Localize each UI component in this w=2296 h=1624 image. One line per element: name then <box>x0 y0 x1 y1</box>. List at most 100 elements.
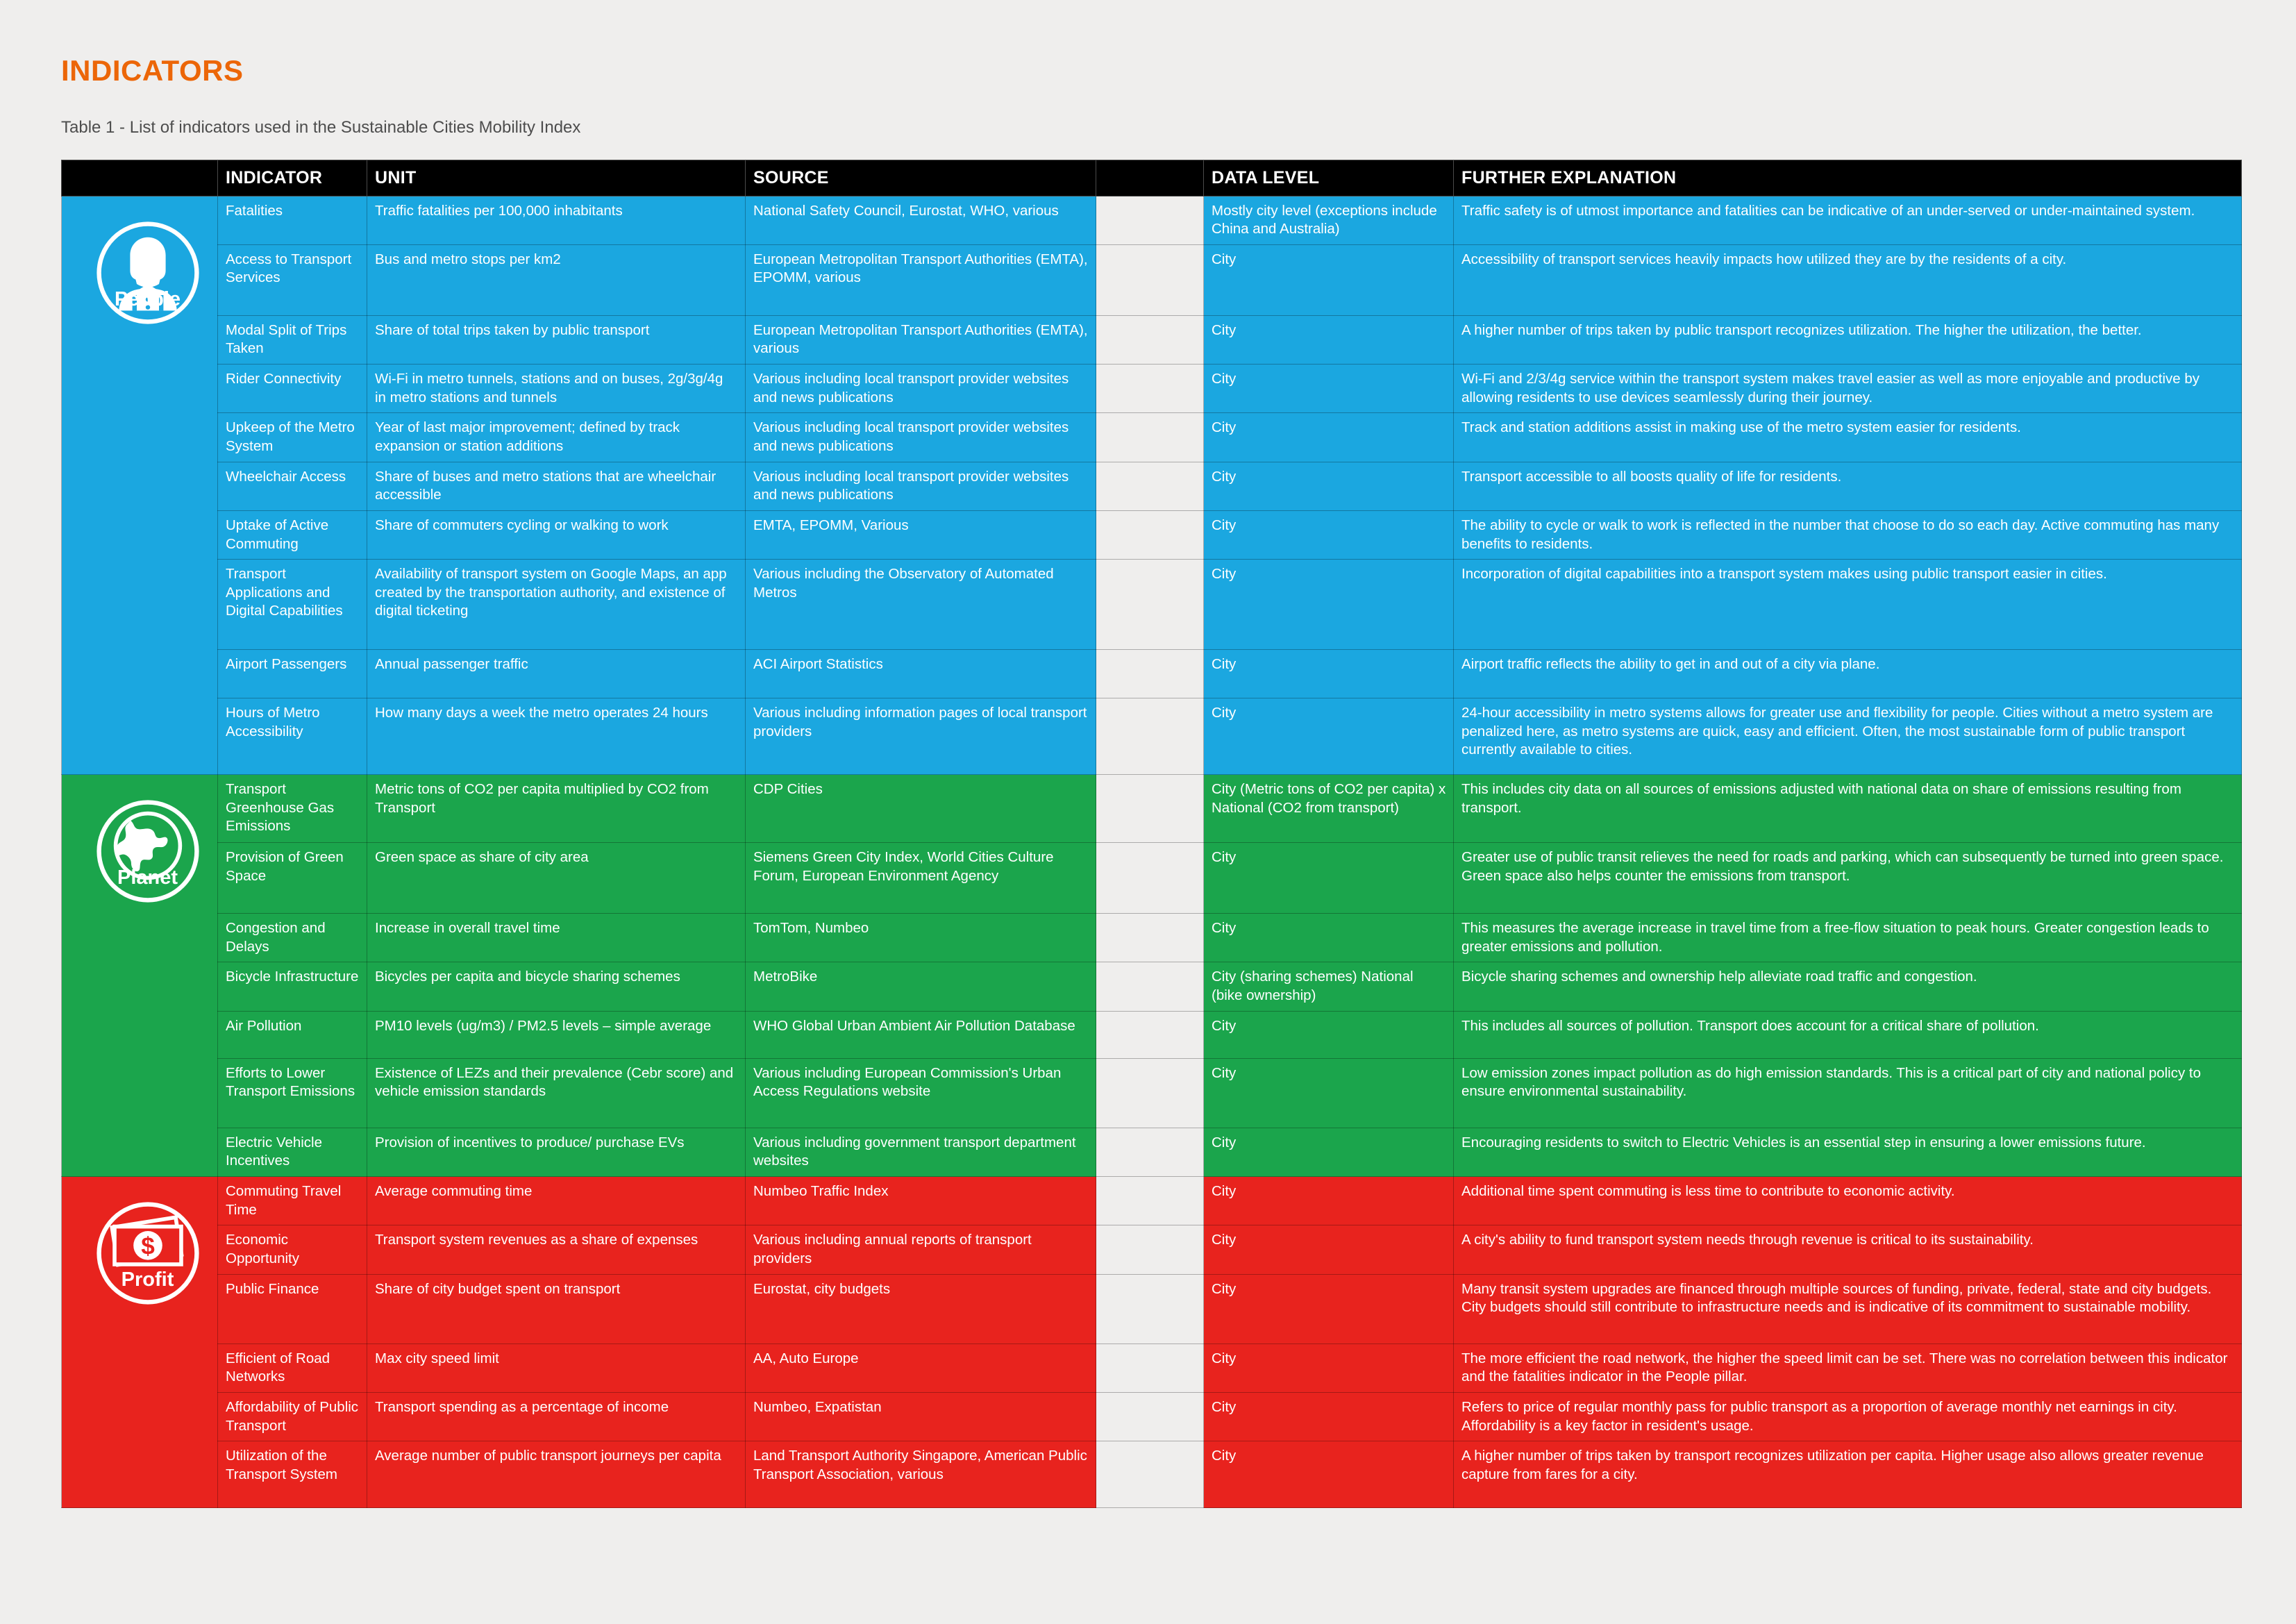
money-icon: $ <box>92 1198 203 1309</box>
pillar-badge-planet: Planet <box>69 780 226 907</box>
blank-cell <box>1096 649 1204 699</box>
explanation-cell: A higher number of trips taken by public… <box>1453 315 2242 365</box>
source-cell: CDP Cities <box>745 774 1096 844</box>
pillar-label: People <box>114 287 181 310</box>
header-unit: UNIT <box>367 160 746 196</box>
explanation-cell: Encouraging residents to switch to Elect… <box>1453 1127 2242 1178</box>
header-data-level: DATA LEVEL <box>1203 160 1454 196</box>
blank-cell <box>1096 559 1204 651</box>
indicator-cell: Utilization of the Transport System <box>217 1441 367 1509</box>
table-row: Public Finance Share of city budget spent… <box>62 1273 2242 1344</box>
globe-icon <box>92 796 203 907</box>
indicator-cell: Bicycle Infrastructure <box>217 962 367 1012</box>
data-level-cell: City (sharing schemes) National (bike ow… <box>1203 962 1454 1012</box>
explanation-cell: A higher number of trips taken by transp… <box>1453 1441 2242 1509</box>
data-level-cell: City <box>1203 842 1454 914</box>
table-row: Rider Connectivity Wi-Fi in metro tunnels… <box>62 364 2242 414</box>
data-level-cell: Mostly city level (exceptions include Ch… <box>1203 195 1454 245</box>
data-level-cell: City <box>1203 913 1454 963</box>
data-level-cell: City <box>1203 1391 1454 1442</box>
indicator-cell: Fatalities <box>217 195 367 245</box>
indicator-cell: Public Finance <box>217 1273 367 1344</box>
source-cell: Various including local transport provid… <box>745 364 1096 414</box>
data-level-cell: City <box>1203 412 1454 462</box>
unit-cell: Existence of LEZs and their prevalence (… <box>367 1057 746 1128</box>
data-level-cell: City <box>1203 649 1454 699</box>
pillar-label: Profit <box>121 1269 174 1291</box>
explanation-cell: This includes city data on all sources o… <box>1453 774 2242 844</box>
page-title: INDICATORS <box>61 54 244 87</box>
indicator-cell: Air Pollution <box>217 1010 367 1059</box>
table-row: Transport Applications and Digital Capab… <box>62 559 2242 651</box>
pillar-cell-planet: Planet <box>61 774 218 1178</box>
unit-cell: Share of commuters cycling or walking to… <box>367 510 746 560</box>
unit-cell: Annual passenger traffic <box>367 649 746 699</box>
header-indicator: INDICATOR <box>217 160 367 196</box>
source-cell: MetroBike <box>745 962 1096 1012</box>
data-level-cell: City <box>1203 461 1454 511</box>
source-cell: Various including annual reports of tran… <box>745 1225 1096 1275</box>
explanation-cell: Bicycle sharing schemes and ownership he… <box>1453 962 2242 1012</box>
data-level-cell: City <box>1203 1010 1454 1059</box>
indicator-cell: Economic Opportunity <box>217 1225 367 1275</box>
indicator-cell: Upkeep of the Metro System <box>217 412 367 462</box>
explanation-cell: This measures the average increase in tr… <box>1453 913 2242 963</box>
unit-cell: Metric tons of CO2 per capita multiplied… <box>367 774 746 844</box>
explanation-cell: Many transit system upgrades are finance… <box>1453 1273 2242 1344</box>
indicator-cell: Transport Greenhouse Gas Emissions <box>217 774 367 844</box>
table-row: Airport Passengers Annual passenger traff… <box>62 649 2242 699</box>
unit-cell: Wi-Fi in metro tunnels, stations and on … <box>367 364 746 414</box>
source-cell: Various including information pages of l… <box>745 698 1096 776</box>
indicator-cell: Modal Split of Trips Taken <box>217 315 367 365</box>
explanation-cell: This includes all sources of pollution. … <box>1453 1010 2242 1059</box>
unit-cell: Availability of transport system on Goog… <box>367 559 746 651</box>
pillar-cell-people: People <box>61 195 218 776</box>
table-row: $ Profit Commuting Travel Time Average com… <box>61 1176 2242 1509</box>
explanation-cell: Airport traffic reflects the ability to … <box>1453 649 2242 699</box>
blank-cell <box>1096 842 1204 914</box>
table-row: Upkeep of the Metro System Year of last m… <box>62 412 2242 462</box>
data-level-cell: City <box>1203 559 1454 651</box>
data-level-cell: City <box>1203 315 1454 365</box>
person-icon <box>92 217 203 328</box>
explanation-cell: 24-hour accessibility in metro systems a… <box>1453 698 2242 776</box>
blank-cell <box>1096 1343 1204 1393</box>
source-cell: WHO Global Urban Ambient Air Pollution D… <box>745 1010 1096 1059</box>
table-row: Air Pollution PM10 levels (ug/m3) / PM2.5… <box>62 1010 2242 1059</box>
explanation-cell: Low emission zones impact pollution as d… <box>1453 1057 2242 1128</box>
table-row: Bicycle Infrastructure Bicycles per capit… <box>62 962 2242 1012</box>
explanation-cell: Greater use of public transit relieves t… <box>1453 842 2242 914</box>
unit-cell: Transport spending as a percentage of in… <box>367 1391 746 1442</box>
blank-cell <box>1096 364 1204 414</box>
unit-cell: PM10 levels (ug/m3) / PM2.5 levels – sim… <box>367 1010 746 1059</box>
pillar-cell-profit: $ Profit <box>61 1176 218 1509</box>
data-level-cell: City <box>1203 1176 1454 1226</box>
indicator-cell: Commuting Travel Time <box>217 1176 367 1226</box>
header-blank <box>1096 160 1204 196</box>
blank-cell <box>1096 510 1204 560</box>
blank-cell <box>1096 774 1204 844</box>
source-cell: European Metropolitan Transport Authorit… <box>745 315 1096 365</box>
blank-cell <box>1096 1391 1204 1442</box>
indicator-cell: Hours of Metro Accessibility <box>217 698 367 776</box>
table-row: Efforts to Lower Transport Emissions Exis… <box>62 1057 2242 1128</box>
blank-cell <box>1096 1441 1204 1509</box>
indicators-table-wrapper: INDICATOR UNIT SOURCE DATA LEVEL FURTHER… <box>61 160 2242 1509</box>
explanation-cell: Incorporation of digital capabilities in… <box>1453 559 2242 651</box>
indicator-cell: Uptake of Active Commuting <box>217 510 367 560</box>
table-row: Planet Transport Greenhouse Gas Emissions… <box>61 774 2242 1178</box>
unit-cell: Bicycles per capita and bicycle sharing … <box>367 962 746 1012</box>
unit-cell: Bus and metro stops per km2 <box>367 244 746 316</box>
explanation-cell: Track and station additions assist in ma… <box>1453 412 2242 462</box>
table-row: Congestion and Delays Increase in overall… <box>62 913 2242 963</box>
source-cell: Numbeo Traffic Index <box>745 1176 1096 1226</box>
indicator-cell: Efficient of Road Networks <box>217 1343 367 1393</box>
pillar-label: Planet <box>117 867 178 889</box>
pillar-badge-profit: $ Profit <box>69 1182 226 1309</box>
source-cell: EMTA, EPOMM, Various <box>745 510 1096 560</box>
blank-cell <box>1096 1225 1204 1275</box>
explanation-cell: Refers to price of regular monthly pass … <box>1453 1391 2242 1442</box>
header-pillar-spacer <box>61 160 218 196</box>
table-row: Modal Split of Trips Taken Share of total… <box>62 315 2242 365</box>
